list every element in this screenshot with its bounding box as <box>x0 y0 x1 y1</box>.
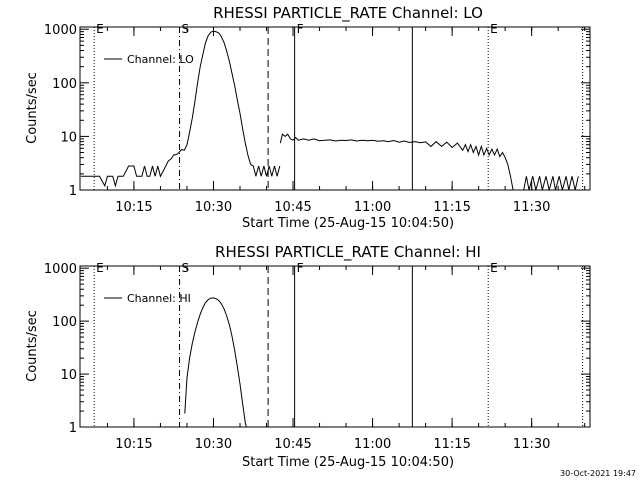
event-marker-label: E <box>96 22 104 36</box>
panel-hi-title: RHESSI PARTICLE_RATE Channel: HI <box>215 243 481 262</box>
x-tick-label: 10:15 <box>115 437 152 452</box>
panel-hi-frame <box>79 265 591 428</box>
event-marker-label: F <box>297 261 304 275</box>
event-marker-label: E <box>490 22 498 36</box>
panel-hi-xticks: 10:15 10:30 10:45 11:00 11:15 11:30 <box>106 266 586 452</box>
event-marker-label: E <box>490 261 498 275</box>
y-tick-label: 1 <box>69 184 77 199</box>
panel-hi-xlabel: Start Time (25-Aug-15 10:04:50) <box>242 455 454 470</box>
panel-lo: RHESSI PARTICLE_RATE Channel: LO Counts/… <box>25 4 591 231</box>
panel-lo-xticks: 10:15 10:30 10:45 11:00 11:15 11:30 <box>106 27 586 215</box>
panel-lo-legend-label: Channel: LO <box>127 53 194 66</box>
series-line <box>80 30 281 188</box>
series-line <box>279 133 514 191</box>
panel-hi-ylabel: Counts/sec <box>25 310 40 382</box>
y-tick-label: 10 <box>60 368 77 383</box>
event-marker-label: E <box>96 261 104 275</box>
series-line <box>523 176 579 191</box>
x-tick-label: 10:15 <box>115 200 152 215</box>
y-tick-label: 100 <box>52 315 77 330</box>
x-tick-label: 11:30 <box>513 437 550 452</box>
x-tick-label: 10:30 <box>195 200 232 215</box>
y-tick-label: 1000 <box>44 23 77 38</box>
x-tick-label: 10:45 <box>274 200 311 215</box>
x-tick-label: 11:15 <box>433 437 470 452</box>
x-tick-label: 11:15 <box>433 200 470 215</box>
event-marker-label: S <box>182 261 190 275</box>
panel-lo-ylabel: Counts/sec <box>25 72 40 144</box>
x-tick-label: 11:00 <box>354 200 391 215</box>
y-tick-label: 100 <box>52 77 77 92</box>
x-tick-label: 11:00 <box>354 437 391 452</box>
panel-lo-xlabel: Start Time (25-Aug-15 10:04:50) <box>242 216 454 231</box>
series-line <box>184 297 247 428</box>
event-marker-label: F <box>297 22 304 36</box>
y-tick-label: 10 <box>60 130 77 145</box>
panel-lo-yticks: 1 10 100 1000 <box>44 23 590 199</box>
panel-hi: RHESSI PARTICLE_RATE Channel: HI Counts/… <box>25 243 591 470</box>
x-tick-label: 11:30 <box>513 200 550 215</box>
x-tick-label: 10:45 <box>274 437 311 452</box>
panel-hi-yticks: 1 10 100 1000 <box>44 262 590 436</box>
event-marker-label: S <box>182 22 190 36</box>
y-tick-label: 1 <box>69 421 77 436</box>
panel-lo-series <box>80 30 579 191</box>
x-tick-label: 10:30 <box>195 437 232 452</box>
panel-lo-title: RHESSI PARTICLE_RATE Channel: LO <box>213 4 483 23</box>
panel-hi-series <box>184 297 247 428</box>
panel-hi-legend-label: Channel: HI <box>127 292 191 305</box>
footer-stamp: 30-Oct-2021 19:47 <box>560 469 636 478</box>
y-tick-label: 1000 <box>44 262 77 277</box>
panel-lo-frame <box>79 26 591 191</box>
